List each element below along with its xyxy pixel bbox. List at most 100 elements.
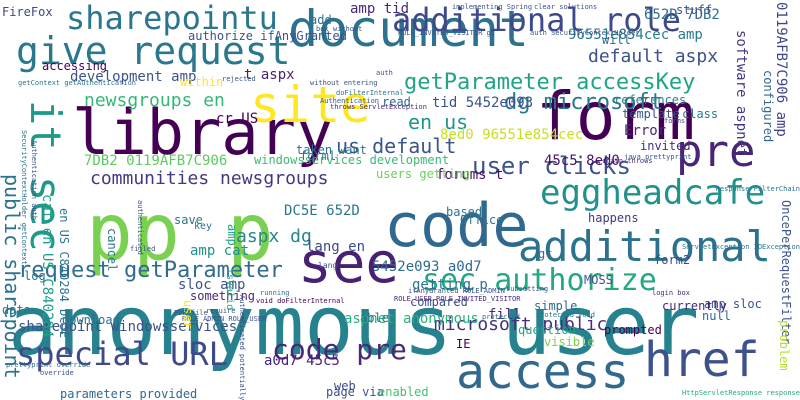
word-stuff: stuff <box>676 3 713 17</box>
word-forums-t: forums t <box>436 167 504 183</box>
word-role-user-role-invited-visitor: ROLE_USER ROLE_INVITED_VISITOR <box>394 295 521 303</box>
word-pp-p: pp p <box>86 188 274 278</box>
word-lang: lang <box>318 261 338 270</box>
word-eggheadcafe: eggheadcafe <box>540 173 766 213</box>
word-authenticated-potentially: Authenticated potentially <box>238 294 246 400</box>
word-enabled: enabled <box>378 385 429 399</box>
word-servletexception-ioexception: ServletException IOException <box>681 243 800 251</box>
word-aspx-dg: aspx dg <box>236 226 312 247</box>
word-filled: filled <box>130 245 156 253</box>
word-page-via: page via <box>326 385 384 399</box>
word-request-getparameter: request getParameter <box>18 258 283 283</box>
word-ie: IE <box>456 337 471 351</box>
word-en-us: en us <box>408 110 469 134</box>
word-auth-securitycontextholder: auth SecurityContextHolder <box>530 29 640 37</box>
word-development-amp: development amp <box>70 69 197 85</box>
word-code-pre: code pre <box>272 333 407 366</box>
word-happens: happens <box>588 211 639 225</box>
word-forml: forml <box>300 149 337 163</box>
word-save: save <box>174 213 203 227</box>
word-users-getting: users getting <box>376 167 470 181</box>
word-implementing-spring: implementing Spring <box>452 3 533 11</box>
word-dofilterinternal: doFilterInternal <box>336 89 404 97</box>
word-gt: gt <box>538 247 553 261</box>
word-configured: configured <box>761 70 775 143</box>
word-5452e093-a0d7: 5452e093 a0d7 <box>372 259 482 275</box>
word-ifanygranted-role-admin: ifAnyGranted ROLE_ADMIN <box>408 287 505 295</box>
word-read: read <box>382 95 411 109</box>
word-windowsservices-development: windowsservices development <box>254 153 450 167</box>
word-authorize-ifanygranted: authorize ifAnyGranted <box>188 29 347 43</box>
word-software-aspnet: software aspnet <box>733 30 749 157</box>
word-getparameter-accesskey: getParameter accessKey <box>404 70 696 95</box>
word-login-box: login box <box>652 289 690 297</box>
word-key: key <box>194 221 213 232</box>
word-error: Error <box>624 123 667 139</box>
word-amp-tid: amp tid <box>350 1 410 17</box>
word-newsgroups-en: newsgroups en <box>84 90 225 111</box>
word-require: require <box>206 307 236 315</box>
word-amp-sloc: amp sloc <box>704 297 762 311</box>
word-document: document <box>288 0 529 58</box>
word-invited: invited <box>640 139 691 153</box>
word-authentication: Authentication <box>320 97 380 105</box>
word-protected: protected <box>482 313 520 321</box>
word-cr-us: cr US <box>216 111 259 127</box>
word-able: able <box>360 311 389 325</box>
word-prompted: prompted <box>604 323 662 337</box>
word-web: web <box>334 379 356 393</box>
word-dg-microsoft: dg microsoft <box>504 90 663 115</box>
word-forms: forms <box>664 117 686 125</box>
word-taken: taken <box>296 143 333 157</box>
word-moss: MOSS <box>584 273 613 287</box>
word-site: site <box>250 76 371 134</box>
word-template: template <box>622 107 680 121</box>
word-user-clicks: user clicks <box>472 152 631 180</box>
word-8ed0-96551e854cec: 8ed0 96551e854cec <box>440 127 584 143</box>
word-class: class <box>682 107 719 121</box>
word-role-admin-role-user: ROLE_ADMIN ROLE_USER <box>182 315 267 323</box>
word-chain-throws: chain throws <box>602 157 653 165</box>
word-form: form <box>536 78 695 155</box>
word-throws-servletexception: throws ServletException <box>330 103 427 111</box>
word-question: question <box>518 323 576 337</box>
word-something: something <box>190 289 256 303</box>
word-will: will <box>602 33 631 47</box>
word-0119afb7c906-amp: 0119AFB7C906 amp <box>773 2 789 137</box>
word-pre: pre <box>676 126 756 177</box>
word-null: null <box>702 309 731 323</box>
word-without-entering: without entering <box>310 79 378 87</box>
word-special-url: special URL <box>16 335 228 373</box>
word-references: references <box>614 93 687 107</box>
word-based: based <box>446 205 483 219</box>
word-protected-void: protected void <box>536 311 596 319</box>
word-45c5-8ed0: 45c5 8ed0 <box>544 153 620 169</box>
word-override: override <box>40 369 74 377</box>
word-give-request: give request <box>16 29 291 73</box>
word-parameters-provided: parameters provided <box>60 387 198 400</box>
word-t-aspx: t aspx <box>244 67 295 83</box>
word-dc5e-652d: DC5E 652D <box>284 203 360 219</box>
word-public-sharepoint: public sharepoint <box>0 174 24 379</box>
word-simple: simple <box>534 299 578 313</box>
word-authentication-auth: Authentication auth <box>30 140 38 221</box>
word-problem: problem <box>777 320 791 371</box>
word-652d-7db2: 652D 7DB2 <box>644 7 720 23</box>
word-compared: compared <box>410 295 468 309</box>
word-prettyprint-override: prettyprint override <box>6 361 91 369</box>
word-visible: visible <box>544 335 595 349</box>
word-currently: currently <box>662 299 728 313</box>
word-clear-solutions: clear solutions <box>534 3 598 11</box>
word-java-prettyprint: java prettyprint <box>624 153 692 161</box>
word-log: log <box>24 269 46 283</box>
word-accessing: accessing <box>42 59 108 73</box>
word-role-invited-visitor-gt: ROLE_INVITED_VISITOR gt <box>398 29 495 37</box>
word-running: running <box>260 289 290 297</box>
word-library: library <box>72 96 334 169</box>
word-amp-cat: amp cat <box>190 243 250 259</box>
word-see: see <box>298 231 400 296</box>
word-isvalid: isValid <box>224 268 235 311</box>
word-firefox: FireFox <box>2 5 53 19</box>
word-cancel: cancel <box>105 228 119 272</box>
word-authenticated: authenticated <box>136 200 144 255</box>
